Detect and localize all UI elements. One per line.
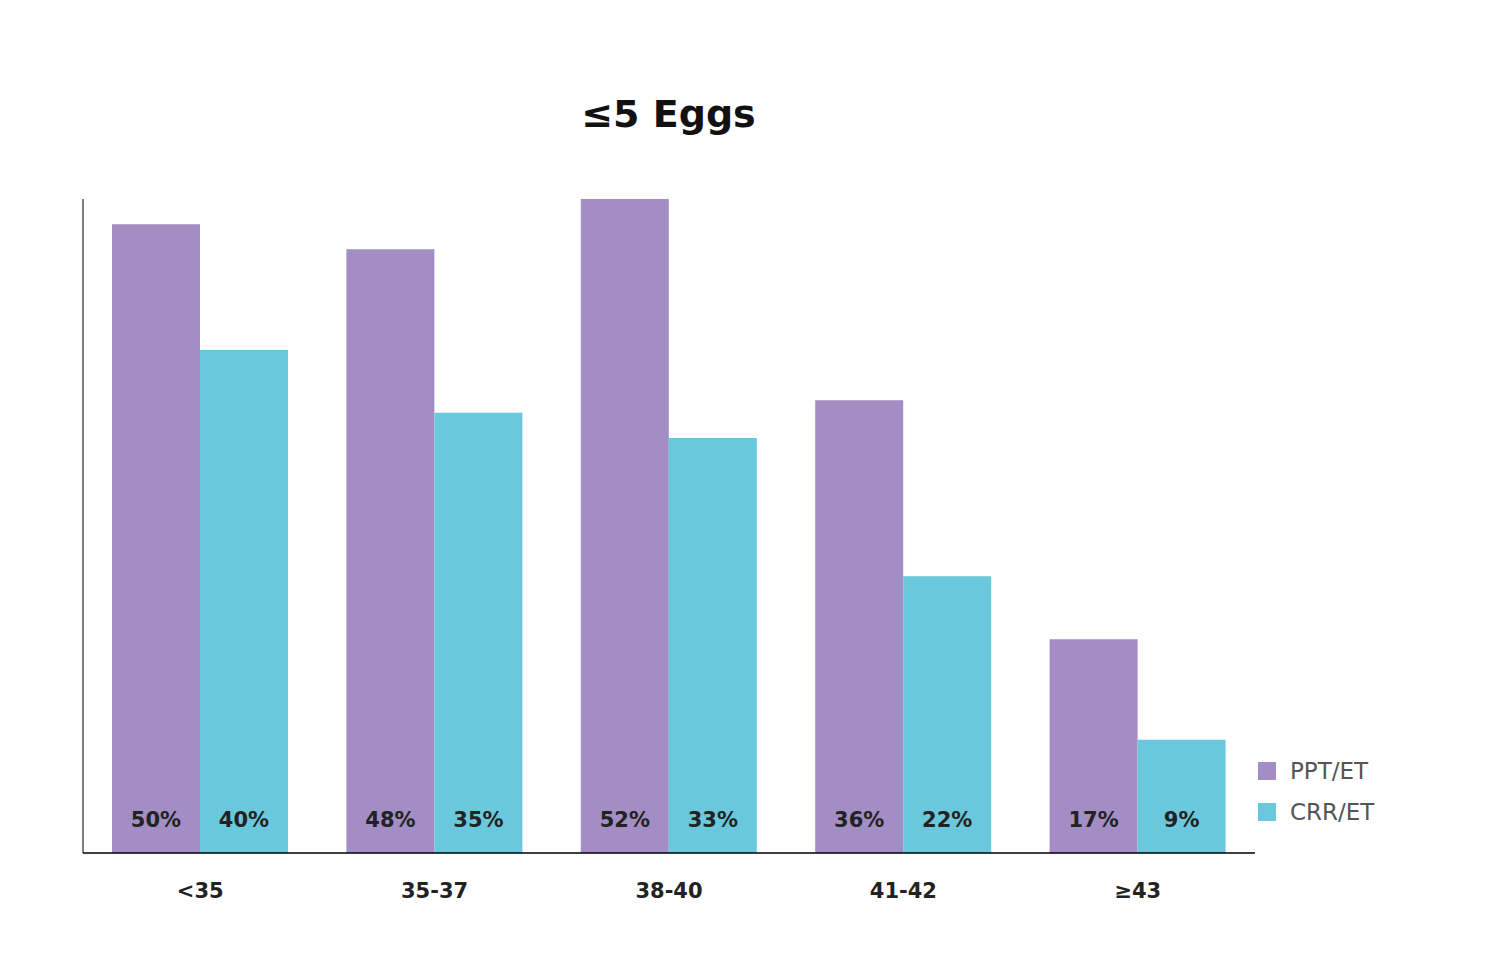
svg-text:38-40: 38-40	[635, 879, 702, 903]
svg-text:52%: 52%	[600, 808, 650, 832]
svg-text:≥43: ≥43	[1114, 879, 1161, 903]
html-text:CRR/ET: CRR/ET	[1290, 798, 1375, 825]
svg-text:35-37: 35-37	[401, 879, 468, 903]
svg-text:33%: 33%	[688, 808, 738, 832]
svg-text:9%: 9%	[1164, 808, 1200, 832]
svg-text:40%: 40%	[219, 808, 269, 832]
svg-text:<35: <35	[177, 879, 224, 903]
svg-text:17%: 17%	[1068, 808, 1118, 832]
svg-text:35%: 35%	[453, 808, 503, 832]
svg-text:41-42: 41-42	[870, 879, 937, 903]
html-text:PPT/ET: PPT/ET	[1290, 757, 1369, 784]
svg-text:36%: 36%	[834, 808, 884, 832]
svg-text:48%: 48%	[365, 808, 415, 832]
svg-text:50%: 50%	[131, 808, 181, 832]
html-text:≤5 Eggs: ≤5 Eggs	[581, 92, 756, 136]
svg-text:22%: 22%	[922, 808, 972, 832]
